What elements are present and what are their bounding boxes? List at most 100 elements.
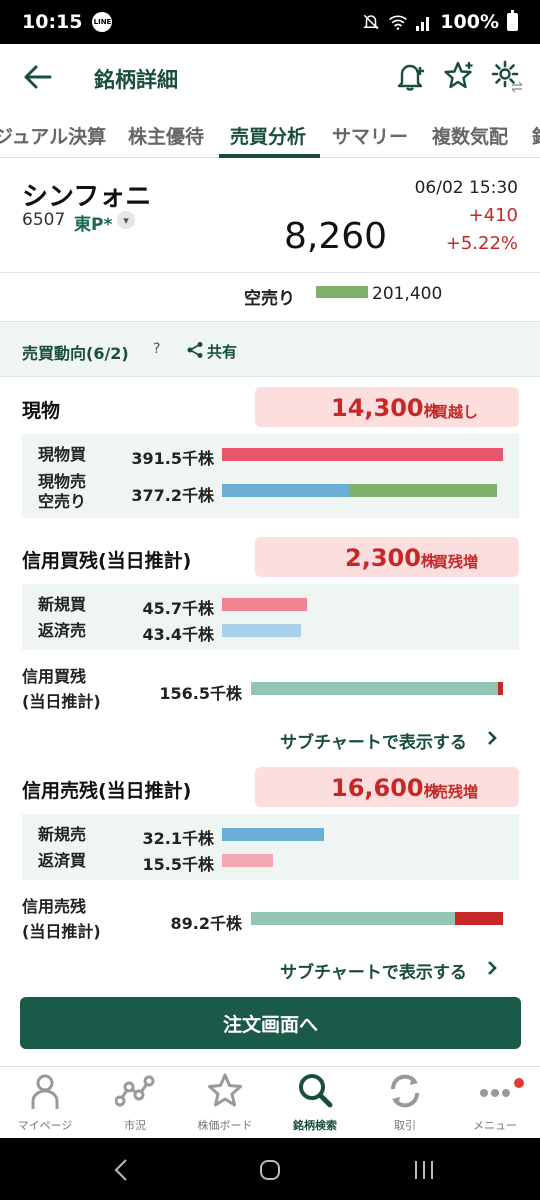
tab-summary[interactable]: サマリー	[332, 126, 409, 148]
spot-section-title: 現物	[22, 400, 61, 422]
settings-switch-icon[interactable]	[490, 59, 524, 93]
spot-buy-label: 現物買	[38, 445, 87, 464]
margin-buy-subchart-link[interactable]: サブチャートで表示する	[280, 733, 467, 753]
short-sell-row-label: 空売り	[38, 492, 87, 511]
nav-board[interactable]: 株価ボード	[180, 1071, 270, 1133]
spot-buy-bar	[222, 448, 503, 461]
margin-sell-section-title: 信用売残(当日推計)	[22, 780, 192, 802]
nav-mypage-label: マイページ	[17, 1119, 73, 1132]
margin-buy-balance-bar	[251, 682, 498, 695]
new-sell-value: 32.1千株	[142, 829, 214, 848]
margin-sell-net-badge: 16,600株 売残増	[255, 767, 519, 807]
battery-icon	[507, 10, 518, 31]
bottom-navigation: マイページ 市況 株価ボード 銘柄検索 取引 メニュー	[0, 1066, 540, 1138]
share-icon[interactable]	[186, 341, 204, 359]
margin-buy-balance-value: 156.5千株	[159, 684, 242, 703]
system-back-icon[interactable]	[110, 1158, 134, 1182]
repay-buy-label: 返済買	[38, 851, 87, 870]
new-buy-label: 新規買	[38, 595, 87, 614]
tab-multiple-quotes[interactable]: 複数気配	[432, 126, 509, 148]
nav-mypage[interactable]: マイページ	[0, 1071, 90, 1133]
spot-sell-bar	[222, 484, 349, 497]
nav-menu[interactable]: メニュー	[450, 1071, 540, 1133]
margin-sell-balance-label: 信用売残	[22, 897, 87, 916]
system-home-icon[interactable]	[258, 1158, 282, 1182]
add-favorite-star-icon[interactable]	[442, 59, 476, 93]
short-sell-value: 201,400	[372, 284, 443, 304]
nav-stock-search-label: 銘柄検索	[293, 1119, 337, 1132]
margin-buy-increase-bar	[498, 682, 503, 695]
back-arrow-icon[interactable]	[22, 64, 52, 90]
app-header: 銘柄詳細	[0, 44, 540, 110]
nav-trade-label: 取引	[394, 1119, 416, 1132]
spot-net-value: 14,300	[331, 394, 424, 422]
nav-stock-search[interactable]: 銘柄検索	[270, 1071, 360, 1133]
nav-market[interactable]: 市況	[90, 1071, 180, 1133]
margin-sell-net-unit: 株	[423, 782, 439, 800]
spot-short-bar	[349, 484, 497, 497]
margin-buy-net-badge: 2,300株 買残増	[255, 537, 519, 577]
margin-buy-balance-label: 信用買残	[22, 667, 87, 686]
spot-volume-box: 現物買 391.5千株 現物売 空売り 377.2千株	[22, 434, 519, 518]
tab-more[interactable]: 銘	[532, 122, 540, 149]
spot-sell-value: 377.2千株	[131, 486, 214, 505]
mute-icon	[363, 14, 380, 30]
trade-cycle-icon	[390, 1074, 420, 1108]
short-sell-bar	[316, 286, 368, 298]
divider	[0, 272, 540, 273]
chevron-down-icon[interactable]: ▾	[117, 211, 135, 229]
order-screen-button[interactable]: 注文画面へ	[20, 997, 521, 1049]
nav-menu-label: メニュー	[473, 1119, 517, 1132]
share-button[interactable]: 共有	[207, 343, 238, 361]
margin-sell-subchart-link[interactable]: サブチャートで表示する	[280, 963, 467, 983]
chevron-right-icon[interactable]	[485, 961, 499, 975]
price-datetime: 06/02 15:30	[414, 178, 518, 198]
wifi-icon	[389, 15, 408, 30]
nav-trade[interactable]: 取引	[360, 1071, 450, 1133]
search-icon	[299, 1074, 333, 1108]
market-chart-icon	[115, 1075, 155, 1107]
spot-sell-label: 現物売	[38, 472, 87, 491]
margin-sell-net-label: 売残増	[433, 783, 479, 801]
new-buy-bar	[222, 598, 307, 611]
tab-visual-results[interactable]: ジュアル決算	[0, 126, 107, 148]
margin-buy-balance-sublabel: (当日推計)	[22, 692, 101, 711]
add-alert-bell-icon[interactable]	[394, 59, 428, 93]
price-change-percent: +5.22%	[445, 233, 518, 254]
repay-sell-label: 返済売	[38, 621, 87, 640]
spot-net-unit: 株	[423, 402, 439, 420]
repay-buy-bar	[222, 854, 273, 867]
line-app-icon: LINE	[92, 12, 113, 32]
stock-name: シンフォニ	[22, 182, 152, 212]
new-sell-bar	[222, 828, 324, 841]
margin-buy-net-label: 買残増	[433, 553, 479, 571]
system-recents-icon[interactable]	[412, 1158, 436, 1182]
help-icon[interactable]: ?	[153, 341, 161, 357]
status-bar: 10:15 LINE 100%	[0, 0, 540, 44]
repay-sell-bar	[222, 624, 301, 637]
repay-sell-value: 43.4千株	[142, 625, 214, 644]
margin-buy-volume-box: 新規買 45.7千株 返済売 43.4千株	[22, 584, 519, 650]
margin-buy-section-title: 信用買残(当日推計)	[22, 550, 192, 572]
system-navigation-bar	[0, 1138, 540, 1200]
margin-buy-net-unit: 株	[420, 552, 436, 570]
tab-shareholder-benefits[interactable]: 株主優待	[128, 126, 205, 148]
new-buy-value: 45.7千株	[142, 599, 214, 618]
person-icon	[31, 1074, 59, 1109]
trade-trend-title: 売買動向(6/2)	[22, 344, 129, 363]
stock-price: 8,260	[284, 216, 388, 257]
nav-board-label: 株価ボード	[197, 1119, 253, 1132]
price-change: +410	[468, 205, 518, 226]
notification-badge	[514, 1078, 524, 1088]
trade-trend-header: 売買動向(6/2) ? 共有	[0, 321, 540, 377]
chevron-right-icon[interactable]	[485, 731, 499, 745]
margin-sell-increase-bar	[455, 912, 503, 925]
stock-market[interactable]: 東P*	[74, 215, 113, 235]
margin-buy-net-value: 2,300	[345, 544, 421, 572]
battery-percent: 100%	[440, 11, 499, 33]
page-title: 銘柄詳細	[94, 68, 178, 92]
tab-trade-analysis[interactable]: 売買分析	[230, 126, 307, 148]
short-sell-label: 空売り	[244, 289, 295, 309]
nav-market-label: 市況	[124, 1119, 146, 1132]
more-icon	[480, 1089, 510, 1097]
